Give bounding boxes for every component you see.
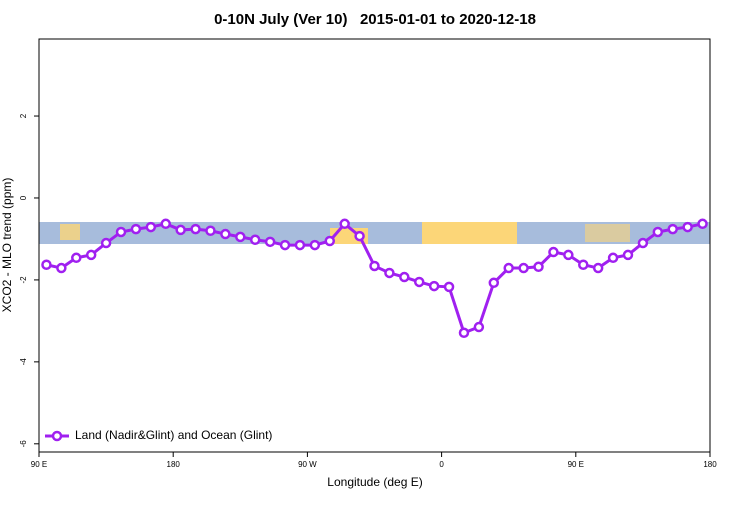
point <box>503 262 514 274</box>
point <box>667 223 678 235</box>
point <box>324 235 336 247</box>
point <box>354 230 365 242</box>
point <box>384 267 395 279</box>
point <box>682 221 693 233</box>
point <box>309 239 321 251</box>
map-land <box>60 224 80 240</box>
point <box>622 249 634 261</box>
point <box>294 239 306 251</box>
point <box>533 261 544 273</box>
point <box>652 226 664 238</box>
point <box>443 281 455 293</box>
y-tick-label: 2 <box>19 113 28 118</box>
x-tick-label: 180 <box>703 460 717 469</box>
point <box>339 218 350 230</box>
point <box>130 223 142 235</box>
point <box>518 262 529 274</box>
point <box>592 262 604 274</box>
point <box>175 224 186 236</box>
point <box>71 252 82 264</box>
legend-marker <box>51 430 63 442</box>
point <box>205 225 216 236</box>
x-axis-label: Longitude (deg E) <box>327 475 422 489</box>
point <box>235 231 246 243</box>
x-tick-label: 0 <box>439 460 444 469</box>
point <box>399 271 410 283</box>
point <box>220 228 231 240</box>
point <box>279 239 291 251</box>
x-tick-label: 90 W <box>298 460 317 469</box>
plot-frame <box>38 38 711 453</box>
y-tick-label: 0 <box>19 195 28 200</box>
point <box>578 259 589 271</box>
point <box>145 221 157 233</box>
y-tick-label: -6 <box>19 440 28 448</box>
point <box>413 276 425 288</box>
point <box>190 223 201 235</box>
x-tick-label: 90 E <box>31 460 47 469</box>
map-land <box>585 224 630 242</box>
point <box>100 237 112 249</box>
legend-label: Land (Nadir&Glint) and Ocean (Glint) <box>75 428 272 442</box>
point <box>85 249 97 261</box>
y-tick-label: -4 <box>19 358 28 366</box>
point <box>637 237 649 249</box>
x-tick-label: 90 E <box>568 460 584 469</box>
point <box>697 218 708 230</box>
point <box>249 234 261 246</box>
point <box>458 327 470 339</box>
map-land <box>422 222 517 244</box>
y-tick-label: -2 <box>19 276 28 284</box>
point <box>264 236 276 248</box>
point <box>56 262 67 274</box>
point <box>563 249 574 261</box>
point <box>369 260 380 272</box>
point <box>488 277 500 289</box>
point <box>473 321 485 333</box>
x-tick-label: 180 <box>167 460 181 469</box>
point <box>548 246 559 258</box>
point <box>607 252 619 264</box>
y-axis-label: XCO2 - MLO trend (ppm) <box>0 178 14 313</box>
point <box>160 218 171 230</box>
point <box>115 226 127 238</box>
point <box>41 259 52 271</box>
point <box>428 280 440 292</box>
chart-title: 0-10N July (Ver 10) 2015-01-01 to 2020-1… <box>214 11 536 28</box>
